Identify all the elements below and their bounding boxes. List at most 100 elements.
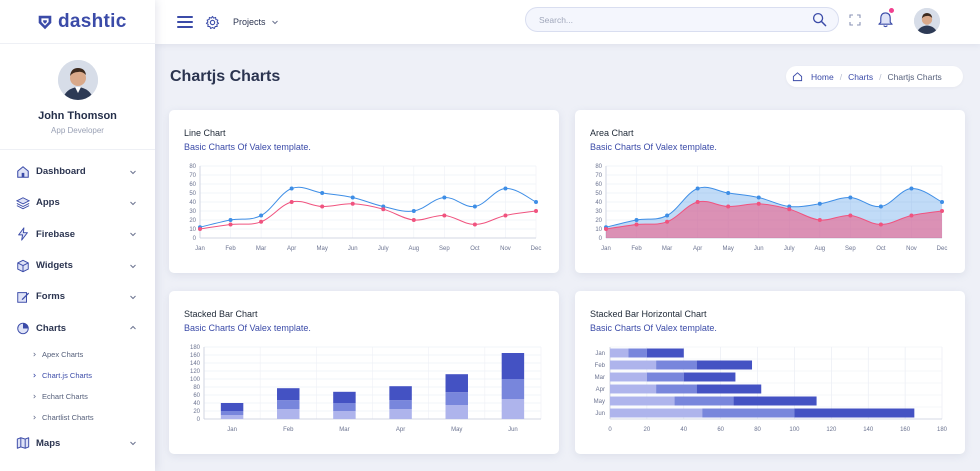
brand-name: dashtic <box>58 10 127 32</box>
y-tick-label: 180 <box>190 345 201 351</box>
avatar[interactable] <box>57 60 98 100</box>
sidebar-item-forms[interactable]: Forms <box>0 281 155 312</box>
y-tick-label: Apr <box>596 387 605 393</box>
search-input[interactable] <box>539 14 812 25</box>
data-point <box>534 200 538 204</box>
submenu-item-chartjs-charts[interactable]: Chart.js Charts <box>32 365 155 386</box>
gear-icon[interactable] <box>205 15 220 30</box>
y-tick-label: 50 <box>189 191 196 197</box>
x-tick-label: July <box>378 246 389 252</box>
bar-segment <box>628 348 647 358</box>
submenu-item-label: Apex Charts <box>42 349 84 359</box>
bar-segment <box>610 408 703 418</box>
x-tick-label: Jan <box>227 427 237 433</box>
bar-segment <box>277 400 300 409</box>
bell-icon[interactable] <box>877 11 894 28</box>
y-tick-label: 120 <box>190 369 201 375</box>
x-tick-label: Sep <box>845 246 856 252</box>
data-point <box>817 201 822 206</box>
x-tick-label: Dec <box>937 246 948 252</box>
bar-segment <box>610 372 647 382</box>
y-tick-label: 80 <box>189 164 196 170</box>
sidebar-item-label: Dashboard <box>36 166 86 178</box>
data-point <box>350 195 355 200</box>
bar-segment <box>610 384 657 394</box>
y-tick-label: 40 <box>193 401 200 407</box>
projects-dropdown[interactable]: Projects <box>233 17 279 27</box>
y-tick-label: 70 <box>595 173 602 179</box>
breadcrumb-current: Chartjs Charts <box>887 71 942 82</box>
y-tick-label: 10 <box>595 227 602 233</box>
card-title: Stacked Bar Horizontal Chart <box>590 309 707 319</box>
x-tick-label: Aug <box>814 246 825 252</box>
data-point <box>503 213 508 218</box>
y-tick-label: 80 <box>193 385 200 391</box>
card-title: Area Chart <box>590 128 634 138</box>
sidebar-item-charts[interactable]: Charts <box>0 312 155 343</box>
fullscreen-icon[interactable] <box>849 14 861 26</box>
x-tick-label: Apr <box>693 246 702 252</box>
sidebar-item-widgets[interactable]: Widgets <box>0 250 155 281</box>
x-tick-label: 60 <box>717 427 724 433</box>
data-point <box>289 200 294 204</box>
data-point <box>695 186 700 191</box>
sidebar-item-dashboard[interactable]: Dashboard <box>0 156 155 187</box>
x-tick-label: Feb <box>283 427 294 433</box>
y-tick-label: 50 <box>595 191 602 197</box>
x-tick-label: Aug <box>408 246 419 252</box>
x-tick-label: May <box>451 427 462 433</box>
search-icon[interactable] <box>812 12 827 27</box>
x-tick-label: May <box>317 246 328 252</box>
x-tick-label: Apr <box>396 427 405 433</box>
breadcrumb-charts[interactable]: Charts <box>848 71 874 82</box>
y-tick-label: 160 <box>190 353 201 359</box>
card-subtitle: Basic Charts Of Valex template. <box>184 142 311 152</box>
sidebar: dashtic John Thomson App Developer Dashb… <box>0 0 155 471</box>
area-chart: 0 10 20 30 40 50 60 70 80 Jan Feb Mar Apr May Jun July A… <box>595 164 948 252</box>
submenu-item-label: Chartlist Charts <box>42 412 94 422</box>
sidebar-item-firebase[interactable]: Firebase <box>0 219 155 250</box>
user-avatar[interactable] <box>914 8 940 34</box>
bar-segment <box>389 386 412 401</box>
sidebar-item-apps[interactable]: Apps <box>0 187 155 218</box>
y-tick-label: 40 <box>189 200 196 206</box>
bar-segment <box>610 396 675 406</box>
data-point <box>848 195 853 200</box>
x-tick-label: Mar <box>256 246 266 252</box>
y-tick-label: 0 <box>599 236 603 242</box>
home-icon[interactable] <box>792 71 803 82</box>
bar-segment <box>646 348 684 358</box>
data-point <box>198 227 202 231</box>
chevron-right-icon <box>33 373 36 378</box>
y-tick-label: 20 <box>193 409 200 415</box>
breadcrumb-home[interactable]: Home <box>811 71 834 82</box>
bar-segment <box>389 400 412 409</box>
submenu-item-echart-charts[interactable]: Echart Charts <box>32 386 155 407</box>
profile-role: App Developer <box>51 126 104 135</box>
bar-segment <box>501 379 525 399</box>
sidebar-item-label: Firebase <box>36 228 76 240</box>
edit-icon <box>16 290 30 304</box>
horizontal-stacked-bar-chart: 0 20 40 60 80 100 120 140 160 180 Jan Feb Mar Apr May J… <box>594 346 948 433</box>
y-tick-label: 60 <box>193 393 200 399</box>
data-point <box>320 191 325 195</box>
bar-segment <box>610 348 629 358</box>
bar-segment <box>674 396 734 406</box>
menu-toggle-button[interactable] <box>177 16 193 28</box>
data-point <box>289 186 294 191</box>
chevron-up-icon <box>130 325 136 330</box>
x-tick-label: Feb <box>225 246 236 252</box>
brand-logo[interactable]: dashtic <box>0 0 155 44</box>
bar-segment <box>333 391 356 403</box>
submenu-item-chartlist-charts[interactable]: Chartlist Charts <box>32 407 155 428</box>
data-point <box>472 204 477 209</box>
x-tick-label: 180 <box>937 427 948 433</box>
chevron-down-icon <box>130 442 136 446</box>
x-tick-label: Feb <box>631 246 642 252</box>
submenu-item-apex-charts[interactable]: Apex Charts <box>32 344 155 365</box>
sidebar-item-maps[interactable]: Maps <box>0 428 155 459</box>
y-tick-label: 30 <box>595 209 602 215</box>
data-point <box>634 222 639 227</box>
data-point <box>442 213 447 218</box>
x-tick-label: 160 <box>900 427 911 433</box>
